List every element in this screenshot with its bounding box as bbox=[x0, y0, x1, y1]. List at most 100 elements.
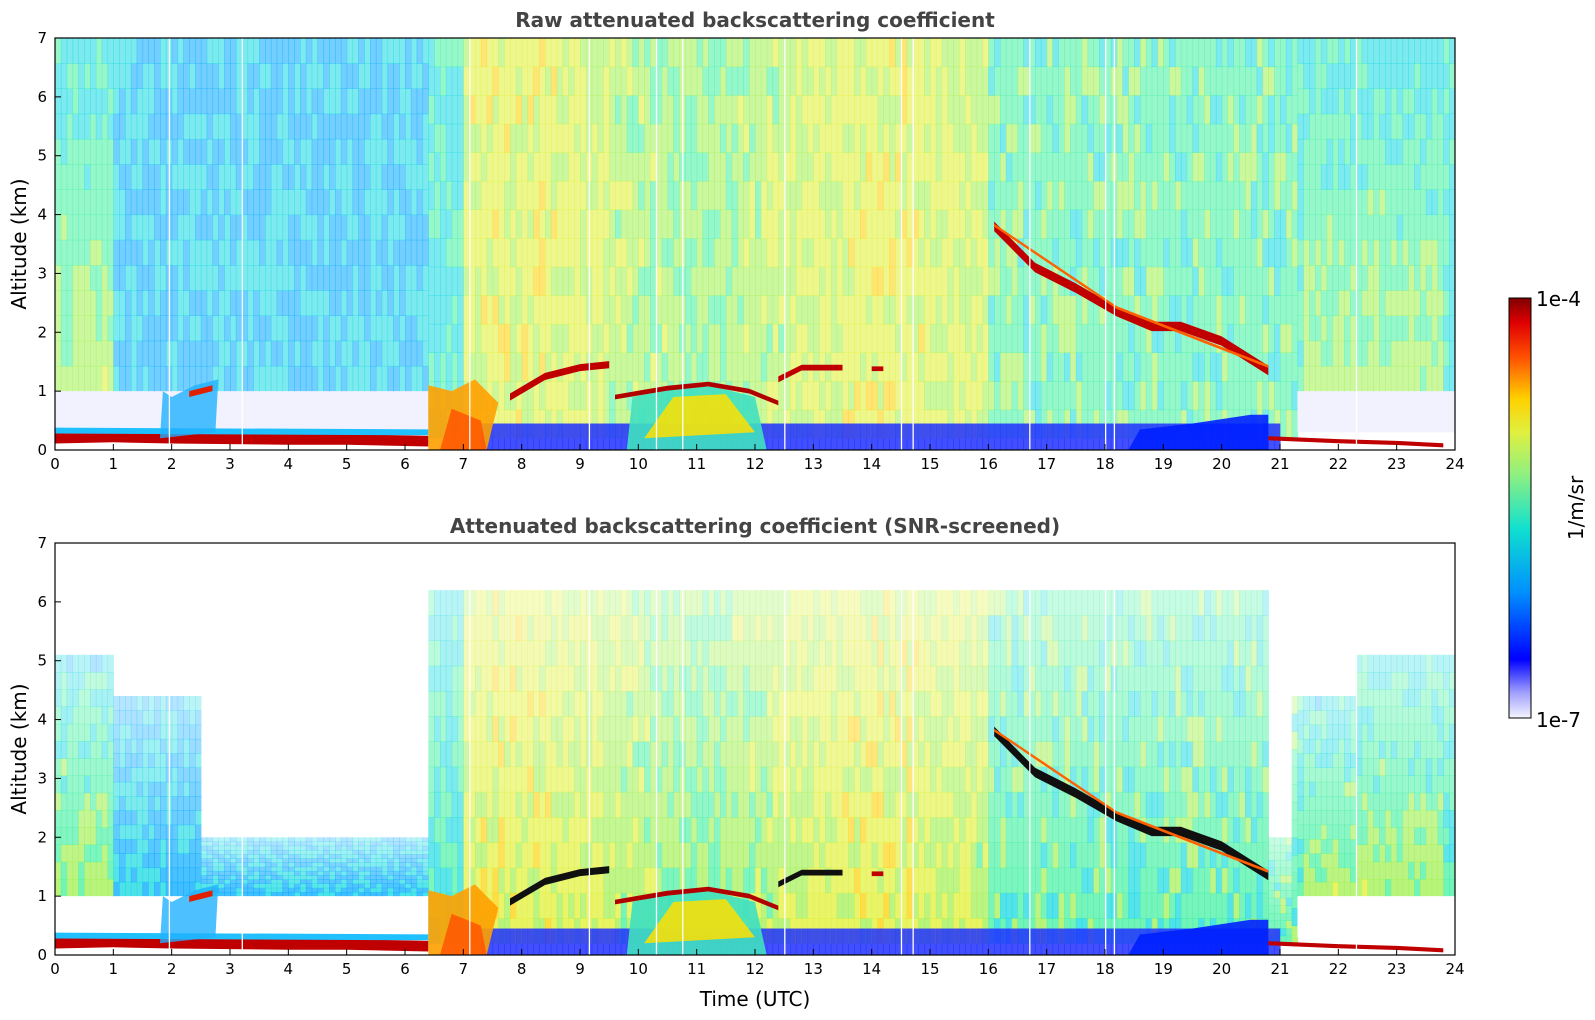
heatmap-cell bbox=[107, 290, 114, 316]
heatmap-cell bbox=[317, 862, 324, 868]
heatmap-cell bbox=[545, 741, 552, 768]
heatmap-cell bbox=[533, 690, 540, 717]
heatmap-cell bbox=[265, 858, 272, 864]
heatmap-cell bbox=[305, 239, 313, 266]
heatmap-cell bbox=[259, 38, 266, 64]
heatmap-cell bbox=[60, 265, 68, 291]
heatmap-cell bbox=[1169, 295, 1176, 325]
heatmap-cell bbox=[1081, 238, 1089, 268]
heatmap-cell bbox=[1163, 152, 1170, 182]
heatmap-cell bbox=[1420, 239, 1427, 266]
heatmap-cell bbox=[1355, 239, 1363, 266]
heatmap-cell bbox=[708, 95, 715, 125]
heatmap-cell bbox=[457, 817, 464, 843]
heatmap-cell bbox=[1303, 164, 1310, 190]
heatmap-cell bbox=[562, 766, 569, 793]
heatmap-cell bbox=[1245, 323, 1252, 353]
heatmap-cell bbox=[230, 164, 237, 190]
heatmap-cell bbox=[918, 295, 925, 325]
heatmap-cell bbox=[510, 817, 517, 843]
x-tick-label: 8 bbox=[517, 455, 527, 473]
heatmap-cell bbox=[224, 854, 231, 859]
heatmap-cell bbox=[224, 841, 231, 847]
heatmap-cell bbox=[346, 896, 354, 938]
heatmap-cell bbox=[539, 892, 546, 919]
heatmap-cell bbox=[195, 365, 202, 392]
heatmap-cell bbox=[364, 189, 371, 216]
heatmap-cell bbox=[1443, 214, 1450, 241]
heatmap-cell bbox=[294, 858, 301, 864]
heatmap-cell bbox=[924, 423, 931, 450]
heatmap-cell bbox=[1414, 290, 1421, 316]
heatmap-cell bbox=[970, 352, 978, 382]
heatmap-cell bbox=[1215, 123, 1223, 153]
heatmap-cell bbox=[556, 38, 564, 68]
heatmap-cell bbox=[329, 63, 336, 89]
heatmap-cell bbox=[1157, 238, 1164, 268]
heatmap-cell bbox=[428, 817, 435, 843]
heatmap-cell bbox=[1274, 38, 1281, 68]
heatmap-cell bbox=[107, 265, 114, 291]
heatmap-cell bbox=[1373, 88, 1380, 115]
heatmap-cell bbox=[912, 66, 919, 96]
heatmap-cell bbox=[72, 775, 79, 794]
heatmap-cell bbox=[358, 290, 365, 316]
heatmap-cell bbox=[253, 38, 260, 64]
heatmap-cell bbox=[498, 640, 505, 667]
heatmap-cell bbox=[650, 66, 657, 96]
heatmap-cell bbox=[247, 866, 254, 872]
heatmap-cell bbox=[160, 340, 167, 367]
heatmap-cell bbox=[130, 824, 138, 840]
heatmap-cell bbox=[253, 896, 260, 938]
heatmap-cell bbox=[784, 323, 791, 353]
heatmap-cell bbox=[1315, 239, 1322, 266]
heatmap-cell bbox=[224, 879, 231, 885]
heatmap-cell bbox=[1186, 66, 1194, 96]
heatmap-cell bbox=[556, 352, 564, 382]
missing-profile bbox=[900, 38, 903, 450]
heatmap-cell bbox=[1040, 266, 1048, 296]
heatmap-cell bbox=[399, 88, 406, 115]
heatmap-cell bbox=[253, 391, 260, 433]
heatmap-cell bbox=[72, 741, 79, 759]
heatmap-cell bbox=[200, 365, 208, 392]
heatmap-cell bbox=[66, 214, 74, 241]
heatmap-cell bbox=[434, 640, 441, 667]
heatmap-cell bbox=[848, 266, 855, 296]
heatmap-cell bbox=[1390, 113, 1398, 140]
heatmap-cell bbox=[510, 323, 517, 353]
heatmap-cell bbox=[550, 295, 558, 325]
heatmap-cell bbox=[1396, 365, 1404, 392]
heatmap-cell bbox=[760, 352, 768, 382]
heatmap-cell bbox=[1192, 95, 1199, 125]
heatmap-cell bbox=[416, 875, 424, 880]
heatmap-cell bbox=[1420, 189, 1427, 216]
heatmap-cell bbox=[107, 878, 114, 897]
heatmap-cell bbox=[1099, 323, 1106, 353]
heatmap-cell bbox=[206, 88, 214, 115]
heatmap-cell bbox=[550, 640, 558, 667]
heatmap-cell bbox=[66, 239, 74, 266]
heatmap-cell bbox=[1210, 266, 1217, 296]
heatmap-cell bbox=[410, 837, 418, 842]
heatmap-cell bbox=[1338, 189, 1345, 216]
heatmap-cell bbox=[1017, 123, 1024, 153]
heatmap-cell bbox=[305, 837, 313, 842]
heatmap-cell bbox=[235, 315, 243, 342]
heatmap-cell bbox=[1221, 38, 1229, 68]
heatmap-cell bbox=[195, 838, 202, 854]
heatmap-cell bbox=[1157, 209, 1164, 239]
heatmap-cell bbox=[1064, 323, 1071, 353]
heatmap-cell bbox=[912, 209, 919, 239]
heatmap-cell bbox=[311, 164, 319, 190]
heatmap-cell bbox=[790, 38, 797, 68]
heatmap-cell bbox=[101, 654, 109, 673]
heatmap-cell bbox=[375, 841, 383, 847]
heatmap-cell bbox=[1087, 238, 1094, 268]
heatmap-cell bbox=[1390, 315, 1398, 342]
heatmap-cell bbox=[725, 152, 733, 182]
heatmap-cell bbox=[253, 841, 260, 847]
heatmap-cell bbox=[95, 138, 103, 165]
heatmap-cell bbox=[714, 180, 721, 211]
heatmap-cell bbox=[1105, 352, 1112, 382]
